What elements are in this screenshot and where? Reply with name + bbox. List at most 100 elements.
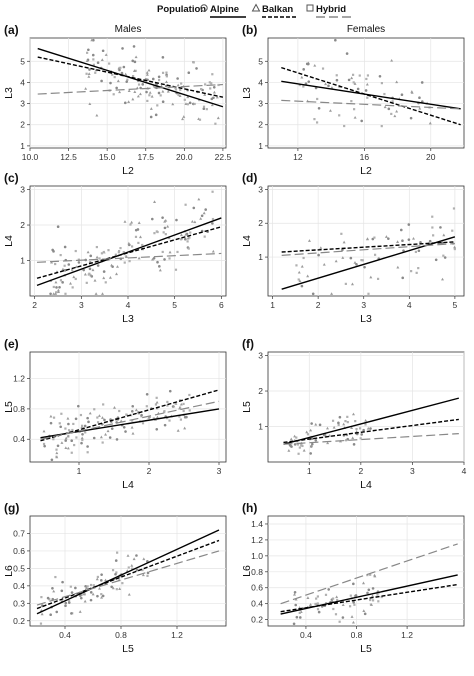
data-point xyxy=(70,439,74,443)
data-point xyxy=(179,233,183,237)
data-point xyxy=(350,426,354,429)
data-point xyxy=(98,257,101,260)
plot-area xyxy=(267,515,465,627)
data-point xyxy=(96,421,100,424)
data-point xyxy=(214,122,217,125)
data-point xyxy=(418,96,421,100)
data-point xyxy=(412,236,416,240)
data-point xyxy=(55,610,59,614)
data-point xyxy=(114,559,118,562)
y-tick-label: 1.2 xyxy=(251,535,263,545)
regression-line-balkan xyxy=(281,241,455,253)
data-point xyxy=(148,91,152,94)
y-axis-label: L3 xyxy=(241,87,253,99)
data-point xyxy=(156,104,159,107)
data-point xyxy=(335,595,339,599)
y-axis-label: L5 xyxy=(241,401,253,413)
data-point xyxy=(111,73,114,76)
data-point xyxy=(155,400,159,404)
data-point xyxy=(102,270,106,273)
data-point xyxy=(110,427,114,430)
data-point xyxy=(307,80,311,83)
data-point xyxy=(315,121,319,124)
data-point xyxy=(293,591,297,594)
data-point xyxy=(297,270,301,274)
data-point xyxy=(82,592,86,596)
data-point xyxy=(54,262,57,266)
data-point xyxy=(211,249,215,253)
data-point xyxy=(91,268,95,272)
data-point xyxy=(331,419,335,422)
data-point xyxy=(343,124,346,128)
data-point xyxy=(338,620,341,623)
data-point xyxy=(292,622,296,626)
y-tick-label: 1.2 xyxy=(13,374,25,384)
data-point xyxy=(137,221,141,225)
regression-line-hybrid xyxy=(36,252,222,263)
data-point xyxy=(359,437,362,440)
data-point xyxy=(59,279,63,282)
y-tick-label: 3 xyxy=(258,351,263,361)
data-point xyxy=(297,452,300,455)
y-tick-label: 0.5 xyxy=(13,563,25,573)
data-point xyxy=(119,66,122,69)
data-point xyxy=(205,108,208,111)
data-point xyxy=(186,240,189,243)
data-point xyxy=(40,612,44,616)
data-point xyxy=(309,452,312,455)
data-point xyxy=(132,69,136,73)
data-point xyxy=(337,421,340,425)
data-point xyxy=(380,125,383,128)
data-point xyxy=(69,585,72,588)
data-point xyxy=(162,231,165,234)
data-point xyxy=(370,603,374,606)
data-point xyxy=(184,232,188,236)
panel-a: 10.0 12.5 15.0 17.5 20.0 22.5 1 2 3 4 5 L2 L3 (a) Male… xyxy=(3,23,231,177)
data-point xyxy=(179,238,183,241)
y-axis-label: L3 xyxy=(3,87,15,99)
regression-line-alpine xyxy=(280,574,458,615)
data-point xyxy=(353,82,357,85)
data-point xyxy=(163,226,167,230)
data-point xyxy=(61,281,64,284)
data-point xyxy=(54,575,57,579)
data-point xyxy=(335,78,339,82)
data-point xyxy=(116,551,119,554)
x-tick-label: 12.5 xyxy=(60,152,77,162)
data-point xyxy=(74,249,77,253)
data-point xyxy=(114,253,117,256)
x-tick-label: 0.4 xyxy=(300,630,312,640)
data-point xyxy=(330,292,334,295)
data-point xyxy=(116,79,120,83)
data-point xyxy=(145,73,149,76)
y-axis-label: L4 xyxy=(241,235,253,247)
data-point xyxy=(174,268,178,271)
data-point xyxy=(364,89,368,92)
data-point xyxy=(124,430,127,433)
data-point xyxy=(334,259,338,263)
data-point xyxy=(102,276,106,280)
x-tick-label: 0.4 xyxy=(59,630,71,640)
data-point xyxy=(55,455,59,459)
data-point xyxy=(64,427,67,430)
x-axis-label: L5 xyxy=(360,643,372,655)
data-point xyxy=(134,69,137,72)
data-point xyxy=(387,237,390,240)
data-point xyxy=(134,408,138,412)
data-point xyxy=(100,252,104,255)
data-point xyxy=(88,272,91,275)
data-point xyxy=(161,56,165,59)
data-point xyxy=(168,257,171,260)
data-point xyxy=(58,422,61,425)
data-point xyxy=(100,416,104,419)
data-point xyxy=(384,235,388,238)
data-point xyxy=(87,48,90,52)
x-tick-label: 2 xyxy=(147,466,152,476)
data-point xyxy=(443,256,447,259)
y-axis-label: L6 xyxy=(3,565,15,577)
data-point xyxy=(147,68,151,72)
data-point xyxy=(153,200,157,203)
data-point xyxy=(202,211,206,215)
data-point xyxy=(66,446,70,450)
